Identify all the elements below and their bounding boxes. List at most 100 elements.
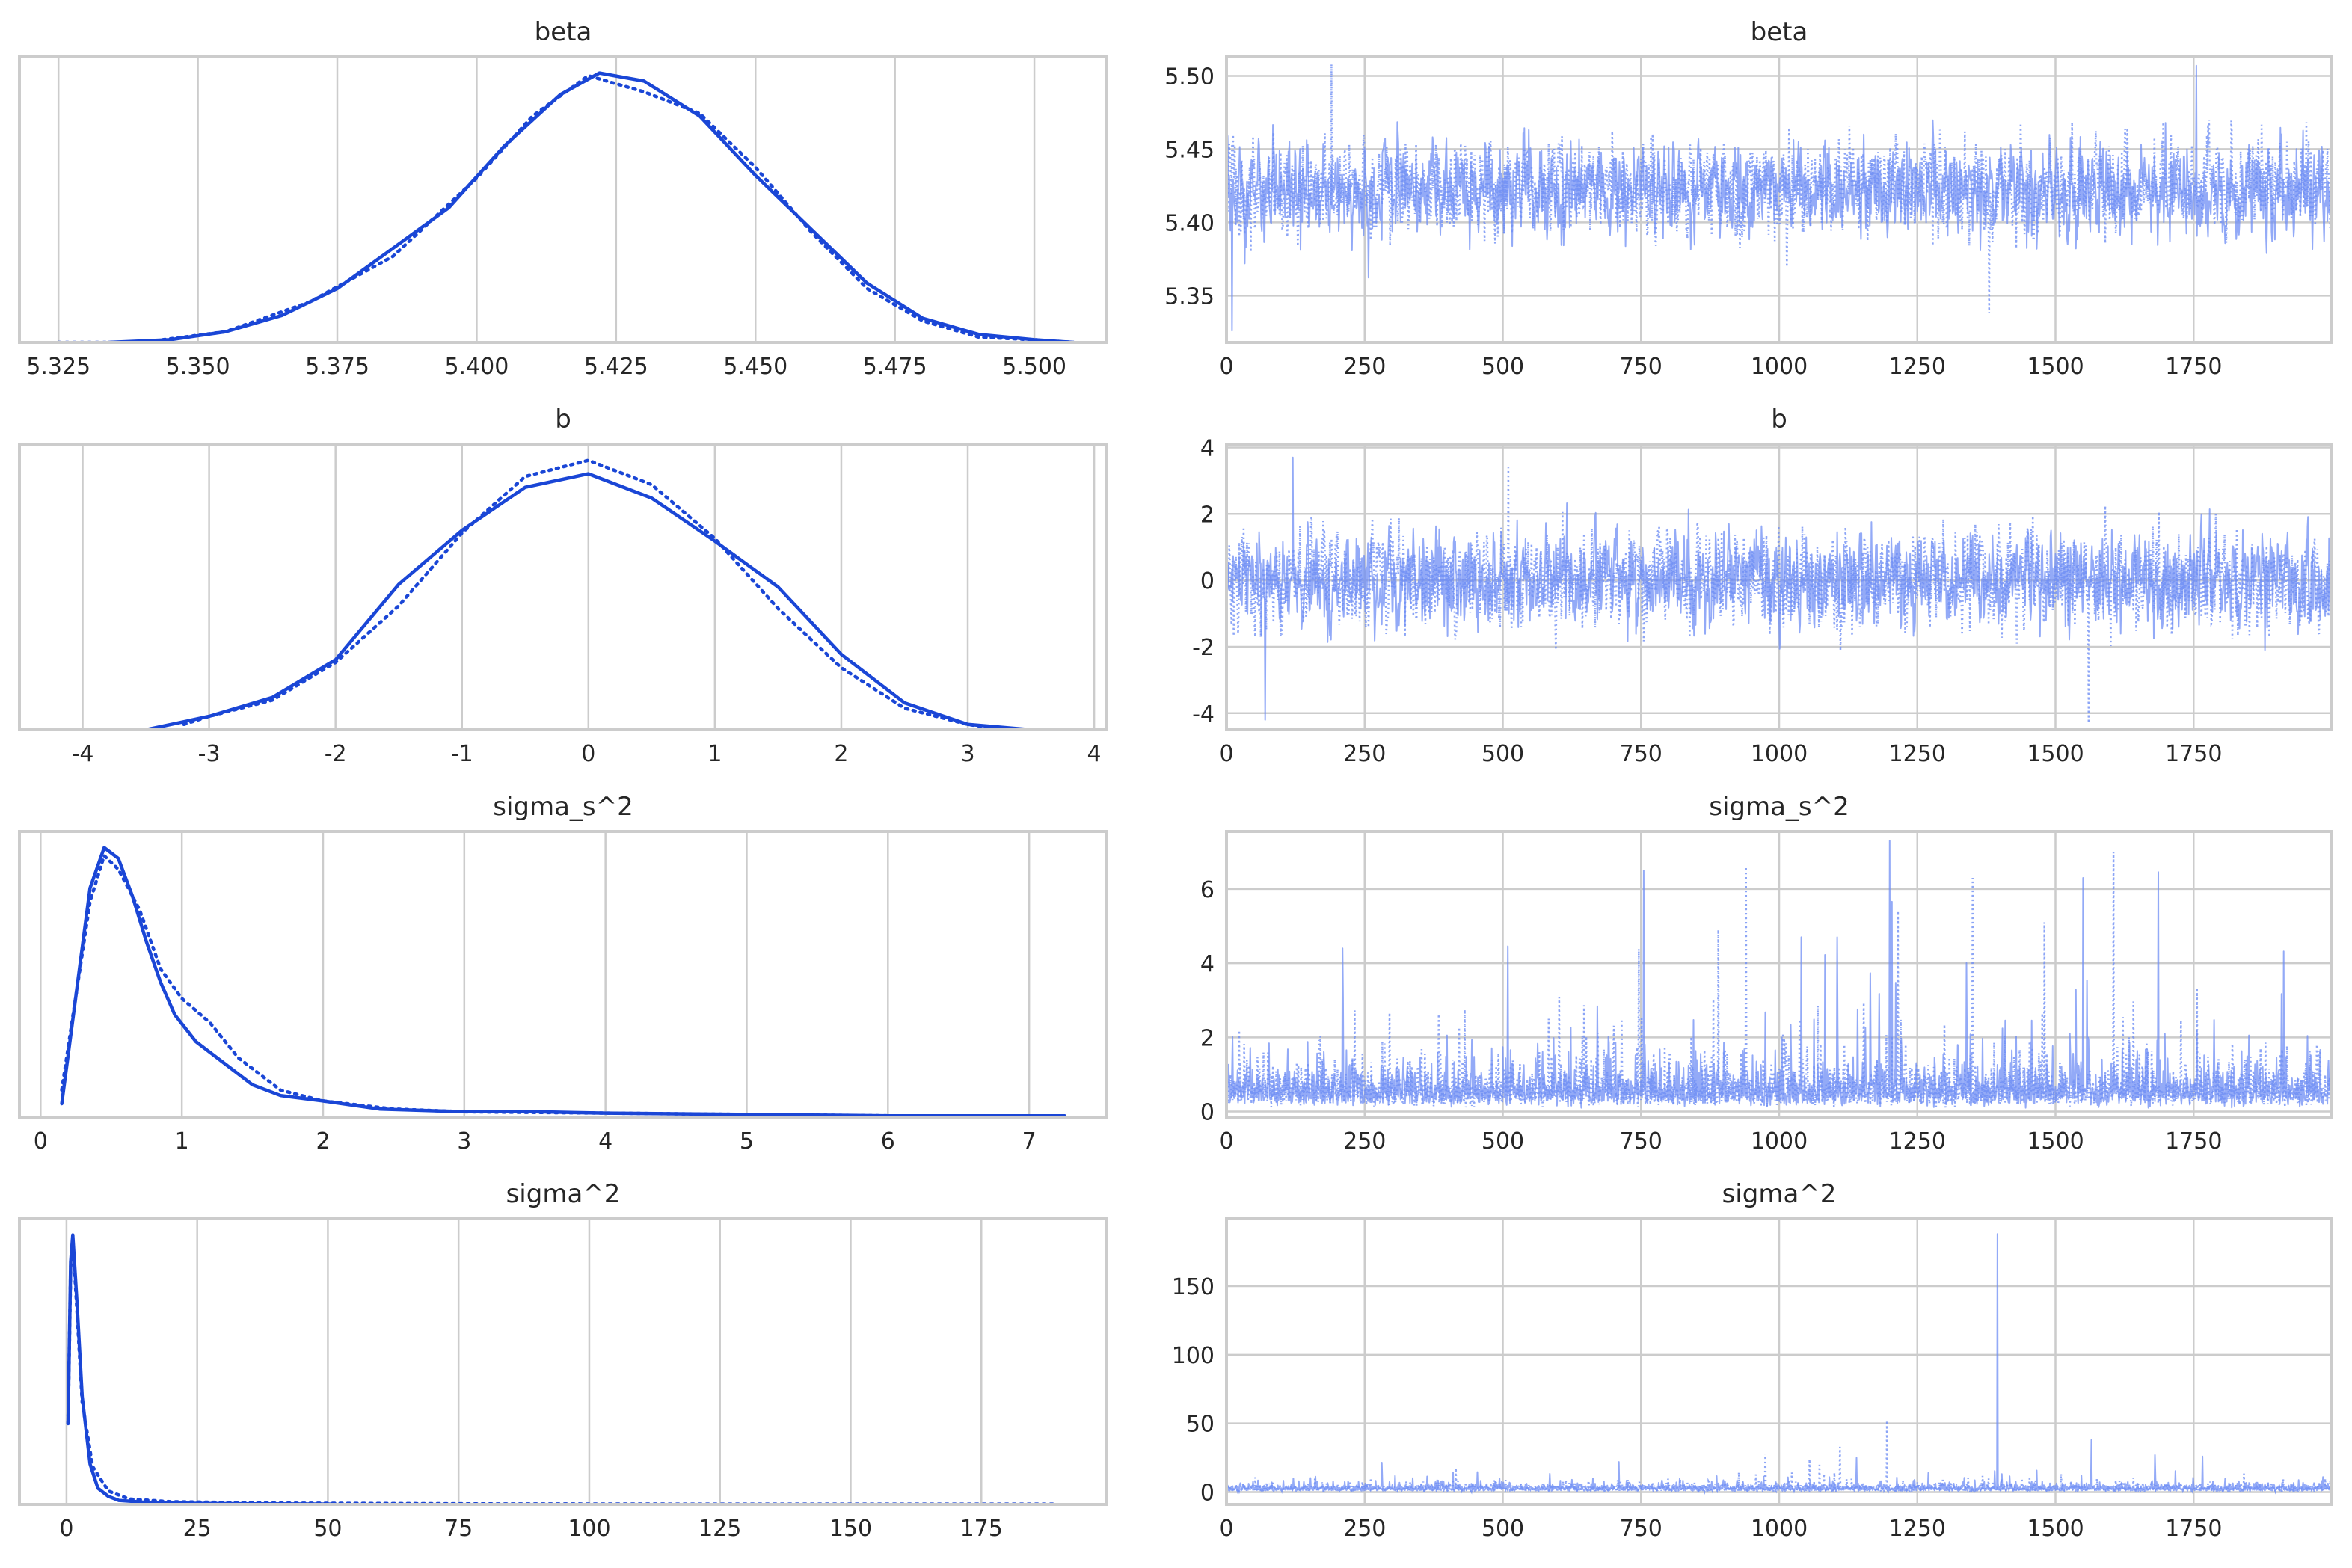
panel-b-density-xtick-label-7: 3 (960, 741, 974, 767)
panel-sigma2-trace-ytick-label-2: 100 (1172, 1343, 1215, 1369)
panel-b-trace-xtick-label-0: 0 (1219, 741, 1233, 767)
panel-sigma2-density-xtick-label-7: 175 (960, 1516, 1003, 1542)
panel-sigma-s2-trace-xtick-label-5: 1250 (1889, 1128, 1946, 1155)
panel-sigma-s2-density-title: sigma_s^2 (493, 792, 633, 822)
panel-b-density-kde-chain-1 (182, 458, 1007, 728)
panel-b-density-kde-chain-0 (31, 472, 1063, 728)
panel-b-density-xtick-label-1: -3 (198, 741, 221, 767)
panel-sigma-s2-trace-xtick-label-7: 1750 (2165, 1128, 2222, 1155)
panel-b-trace: 0 250 500 750 1000 1250 1500 1750 -4 -2 0 2 4 b (1192, 405, 2333, 767)
panel-b-trace-title: b (1771, 405, 1787, 434)
panel-sigma-s2-trace-ytick-label-1: 2 (1200, 1025, 1215, 1051)
panel-b-density-xtick-label-8: 4 (1087, 741, 1102, 767)
panel-sigma-s2-density-kde-chain-1 (60, 852, 1066, 1116)
panel-sigma2-trace-xtick-label-3: 750 (1620, 1516, 1662, 1542)
panel-sigma2-trace-ytick-label-3: 150 (1172, 1274, 1215, 1300)
panel-sigma2-density-xtick-label-2: 50 (313, 1516, 342, 1542)
panel-sigma-s2-trace-trace-chain-1 (1228, 852, 2330, 1108)
panel-sigma2-trace-xtick-label-6: 1500 (2027, 1516, 2084, 1542)
panel-beta-density-kde-chain-1 (58, 73, 1075, 341)
panel-sigma2-density-xtick-label-0: 0 (59, 1516, 73, 1542)
panel-sigma-s2-density-xtick-label-6: 6 (881, 1128, 895, 1155)
panel-b-density-frame (18, 443, 1108, 731)
panel-beta-trace-ytick-label-3: 5.50 (1164, 64, 1215, 90)
panel-sigma-s2-trace-xtick-label-2: 500 (1481, 1128, 1524, 1155)
panel-sigma-s2-trace-title: sigma_s^2 (1709, 792, 1849, 822)
panel-sigma-s2-trace-ytick-label-0: 0 (1200, 1100, 1215, 1126)
panel-b-density-xtick-label-4: 0 (581, 741, 595, 767)
panel-sigma-s2-trace-xtick-label-1: 250 (1343, 1128, 1386, 1155)
panel-sigma-s2-density-xtick-label-1: 1 (175, 1128, 189, 1155)
panel-sigma2-density: 0 25 50 75 100 125 150 175 sigma^2 (18, 1179, 1108, 1542)
panel-b-trace-trace-chain-1 (1228, 467, 2330, 724)
panel-sigma2-trace-trace-chain-1 (1228, 1420, 2330, 1495)
panel-beta-density-xtick-label-7: 5.500 (1002, 354, 1066, 380)
panel-b-trace-xtick-label-3: 750 (1620, 741, 1662, 767)
panel-sigma-s2-trace-xtick-label-0: 0 (1219, 1128, 1233, 1155)
panel-beta-trace: 0 250 500 750 1000 1250 1500 1750 5.35 5.40 5.45 5.… (1164, 17, 2333, 380)
panel-beta-trace-xtick-label-3: 750 (1620, 354, 1662, 380)
panel-sigma-s2-trace-xtick-label-4: 1000 (1751, 1128, 1808, 1155)
panel-beta-density-xtick-label-6: 5.475 (863, 354, 927, 380)
panel-beta-trace-ytick-label-2: 5.45 (1164, 137, 1215, 163)
panel-b-trace-xtick-label-2: 500 (1481, 741, 1524, 767)
panel-sigma-s2-trace-ytick-label-3: 6 (1200, 877, 1215, 903)
panel-sigma2-trace-xtick-label-5: 1250 (1889, 1516, 1946, 1542)
panel-beta-density-xtick-label-4: 5.425 (584, 354, 648, 380)
panel-b-density-xtick-label-3: -1 (451, 741, 473, 767)
panel-b-trace-xtick-label-4: 1000 (1751, 741, 1808, 767)
panel-sigma2-density-kde-chain-0 (66, 1233, 334, 1503)
panel-sigma2-trace-title: sigma^2 (1722, 1179, 1837, 1209)
panel-b-trace-xtick-label-5: 1250 (1889, 741, 1946, 767)
panel-b-trace-xtick-label-6: 1500 (2027, 741, 2084, 767)
panel-sigma-s2-density-kde-chain-0 (60, 846, 1066, 1116)
panel-sigma2-trace-xtick-label-2: 500 (1481, 1516, 1524, 1542)
panel-sigma2-trace-ytick-label-1: 50 (1186, 1412, 1215, 1438)
panel-beta-trace-trace-chain-1 (1228, 64, 2330, 313)
panel-b-density-title: b (555, 405, 571, 434)
panel-b-density-xtick-label-2: -2 (325, 741, 347, 767)
panel-sigma2-trace: 0 250 500 750 1000 1250 1500 1750 0 50 100 150 sigma… (1172, 1179, 2333, 1542)
panel-beta-trace-ytick-label-0: 5.35 (1164, 283, 1215, 310)
panel-sigma2-trace-ytick-label-0: 0 (1200, 1480, 1215, 1506)
panel-sigma2-density-xtick-label-4: 100 (568, 1516, 610, 1542)
panel-sigma-s2-density-xtick-label-7: 7 (1022, 1128, 1037, 1155)
panel-beta-trace-xtick-label-4: 1000 (1751, 354, 1808, 380)
panel-b-trace-ytick-label-4: 4 (1200, 435, 1215, 461)
panel-beta-density-xtick-label-0: 5.325 (26, 354, 90, 380)
panel-beta-trace-xtick-label-6: 1500 (2027, 354, 2084, 380)
panel-sigma-s2-density-xtick-label-2: 2 (316, 1128, 330, 1155)
panel-sigma-s2-trace-xtick-label-3: 750 (1620, 1128, 1662, 1155)
panel-beta-trace-title: beta (1751, 17, 1808, 47)
panel-sigma2-trace-xtick-label-4: 1000 (1751, 1516, 1808, 1542)
panel-sigma2-density-kde-chain-1 (66, 1240, 1056, 1503)
panel-sigma2-density-title: sigma^2 (506, 1179, 621, 1209)
panel-sigma2-density-frame (18, 1217, 1108, 1506)
panel-beta-trace-ytick-label-1: 5.40 (1164, 210, 1215, 236)
panel-b-trace-xtick-label-1: 250 (1343, 741, 1386, 767)
panel-b-trace-xtick-label-7: 1750 (2165, 741, 2222, 767)
panel-beta-trace-xtick-label-2: 500 (1481, 354, 1524, 380)
panel-sigma2-trace-xtick-label-0: 0 (1219, 1516, 1233, 1542)
panel-beta-trace-xtick-label-7: 1750 (2165, 354, 2222, 380)
panel-b-trace-ytick-label-0: -4 (1192, 701, 1215, 728)
panel-beta-trace-xtick-label-5: 1250 (1889, 354, 1946, 380)
panel-sigma-s2-density-xtick-label-3: 3 (457, 1128, 471, 1155)
panel-b-density-xtick-label-6: 2 (834, 741, 848, 767)
panel-sigma2-trace-xtick-label-1: 250 (1343, 1516, 1386, 1542)
panel-sigma-s2-density-xtick-label-5: 5 (740, 1128, 754, 1155)
panel-beta-density-xtick-label-3: 5.400 (444, 354, 509, 380)
panel-beta-density: 5.325 5.350 5.375 5.400 5.425 5.450 5.475 5.500… (18, 17, 1108, 380)
panel-beta-density-xtick-label-1: 5.350 (166, 354, 230, 380)
panel-sigma-s2-density: 0 1 2 3 4 5 6 7 sigma_s^2 (18, 792, 1108, 1155)
panel-beta-density-title: beta (535, 17, 592, 47)
panel-sigma-s2-density-xtick-label-4: 4 (598, 1128, 612, 1155)
panel-sigma-s2-trace: 0 250 500 750 1000 1250 1500 1750 0 2 4 6 sigma_s^2 (1200, 792, 2333, 1155)
panel-sigma-s2-trace-xtick-label-6: 1500 (2027, 1128, 2084, 1155)
panel-beta-density-frame (18, 55, 1108, 344)
panel-beta-density-xtick-label-2: 5.375 (305, 354, 369, 380)
panel-sigma2-density-xtick-label-6: 150 (829, 1516, 872, 1542)
panel-beta-density-kde-chain-0 (108, 71, 1075, 341)
panel-sigma2-density-xtick-label-5: 125 (698, 1516, 741, 1542)
